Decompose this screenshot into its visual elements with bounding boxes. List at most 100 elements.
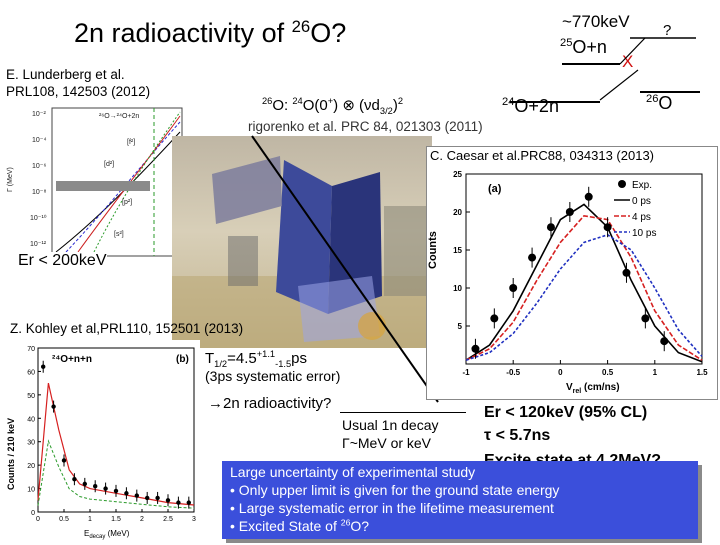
legend-4ps: 4 ps (632, 212, 651, 223)
svg-text:10⁻²: 10⁻² (32, 111, 46, 118)
usual-decay-box (340, 412, 466, 455)
radioactivity-question: →2n radioactivity? (208, 395, 332, 412)
svg-text:10⁻⁸: 10⁻⁸ (32, 189, 46, 196)
caesar-ylabel: Counts (427, 231, 439, 269)
caesar-plot: 5 10 15 20 25 -1 -0.5 0 0.5 1 1.5 Counts Vrel (cm… (426, 164, 716, 398)
kohley-xtick-label: 0.5 (59, 516, 69, 523)
width-axis-label: Γ (MeV) (7, 167, 14, 192)
legend-p2: [p²] (122, 199, 132, 206)
note-box: Large uncertainty of experimental study … (222, 461, 698, 539)
kohley-xlabel: Edecay (MeV) (84, 529, 130, 540)
kohley-ytick-label: 10 (27, 487, 35, 494)
caesar-frame (465, 173, 703, 365)
legend-10ps: 10 ps (632, 228, 656, 239)
caesar-legend: Exp. 0 ps 4 ps 10 ps (614, 180, 656, 239)
caesar-data-point (528, 253, 537, 262)
caesar-data-point (509, 284, 518, 292)
caesar-curve-4ps (465, 214, 703, 361)
detector-svg (172, 156, 432, 348)
kohley-ytick-label: 0 (31, 510, 35, 517)
caesar-data-point (471, 344, 480, 353)
o26-label: 26O (646, 93, 673, 113)
curve-s2 (55, 131, 181, 253)
note-line2: • Only upper limit is given for the grou… (230, 482, 560, 498)
kohley-ytick-label: 40 (27, 416, 35, 423)
caesar-curve-0ps (465, 203, 703, 363)
decay-line-a (619, 37, 646, 65)
caesar-panel-label: (a) (488, 183, 502, 195)
legend-0ps: 0 ps (632, 196, 651, 207)
er-200-label: Er < 200keV (18, 252, 107, 270)
highlight-bar (56, 181, 150, 191)
magnet-block (276, 160, 332, 314)
kohley-ytick-label: 30 (27, 440, 35, 447)
ref-lunderberg: E. Lunderberg et al. PRL108, 142503 (201… (6, 67, 151, 99)
kohley-data-point (93, 484, 98, 489)
note-line4: • Excited State of 26O? (230, 517, 370, 534)
caesar-data-point (565, 208, 574, 216)
kohley-data-point (186, 500, 191, 505)
cross-mark: X (622, 52, 634, 71)
kohley-component-curve (37, 439, 195, 509)
caesar-xtick-label: -1 (462, 368, 470, 377)
caesar-ytick-label: 10 (453, 284, 462, 293)
kohley-data-point (176, 500, 181, 505)
legend-exp: Exp. (632, 180, 652, 191)
caesar-xtick-label: 1.5 (696, 368, 708, 377)
caesar-svg: 5 10 15 20 25 -1 -0.5 0 0.5 1 1.5 Counts Vrel (cm… (427, 170, 708, 395)
svg-text:10⁻¹⁰: 10⁻¹⁰ (30, 214, 47, 222)
tau-limit: τ < 5.7ns (484, 427, 551, 444)
kohley-ytick-label: 60 (27, 369, 35, 376)
ref-caesar: C. Caesar et al.PRC88, 034313 (2013) (430, 148, 655, 163)
caesar-xtick-label: -0.5 (506, 368, 520, 377)
svg-text:10⁻¹²: 10⁻¹² (30, 241, 47, 248)
kohley-frame (37, 347, 195, 513)
kohley-xtick-label: 3 (192, 516, 196, 523)
kohley-data-point (61, 458, 67, 463)
ref-kohley: Z. Kohley et al,PRL110, 152501 (2013) (10, 321, 244, 336)
kohley-ytick-label: 50 (27, 393, 35, 400)
ref-grigorenko: rigorenko et al. PRC 84, 021303 (2011) (248, 119, 483, 134)
detector-photo (172, 136, 432, 348)
lifetime-value: T1/2=4.5+1.1-1.5ps (205, 349, 307, 369)
legend-d2: [d²] (104, 161, 114, 168)
usual-decay-line1: Usual 1n decay (342, 417, 439, 433)
kohley-annotation: ²⁴O+n+n (52, 354, 92, 365)
kohley-data-point (165, 498, 171, 503)
o24-2n-label: 24O+2n (502, 96, 559, 116)
note-line1: Large uncertainty of experimental study (230, 464, 476, 480)
kohley-data-point (82, 481, 88, 487)
caesar-data-point (490, 314, 499, 323)
legend-f2: [f²] (127, 139, 135, 146)
kohley-data-point (155, 495, 160, 501)
caesar-xtick-label: 0.5 (602, 368, 614, 377)
question-mark: ? (663, 22, 672, 39)
svg-text:10⁻⁴: 10⁻⁴ (32, 137, 47, 144)
caesar-data-point (641, 314, 650, 323)
kohley-ytick-label: 20 (27, 463, 35, 470)
configuration-formula: 26O: 24O(0+) ⊗ (νd3/2)2 (262, 96, 404, 116)
kohley-ylabel: Counts / 210 keV (6, 418, 16, 490)
detector-array (212, 156, 282, 224)
energy-label: ~770keV (562, 12, 630, 31)
kohley-xtick-label: 0 (36, 516, 40, 523)
legend-exp-marker (618, 180, 626, 188)
kohley-data-point (72, 477, 77, 482)
kohley-svg: 0 10 20 30 40 50 60 70 0 0.5 1 1.5 2 2.5 3 Counts / 2… (6, 346, 196, 540)
curve-d2 (77, 115, 181, 253)
kohley-plot: 0 10 20 30 40 50 60 70 0 0.5 1 1.5 2 2.5 3 Counts / 2… (4, 340, 200, 540)
slide-title: 2n radioactivity of 26O? (74, 17, 347, 48)
legend-s2: [s²] (114, 231, 124, 238)
caesar-xlabel: Vrel (cm/ns) (566, 382, 620, 395)
caesar-ytick-label: 5 (458, 322, 463, 331)
kohley-data-point (113, 488, 119, 494)
kohley-xtick-label: 1 (88, 516, 92, 523)
caesar-data-point (622, 268, 631, 277)
kohley-data-point (145, 495, 150, 501)
o25-level-label: 25O+n (560, 37, 607, 57)
decay-line-b (599, 69, 639, 101)
note-line3: • Large systematic error in the lifetime… (230, 500, 554, 516)
caesar-ytick-label: 15 (453, 246, 462, 255)
kohley-data-point (124, 491, 129, 496)
kohley-xtick-label: 2.5 (163, 516, 173, 523)
